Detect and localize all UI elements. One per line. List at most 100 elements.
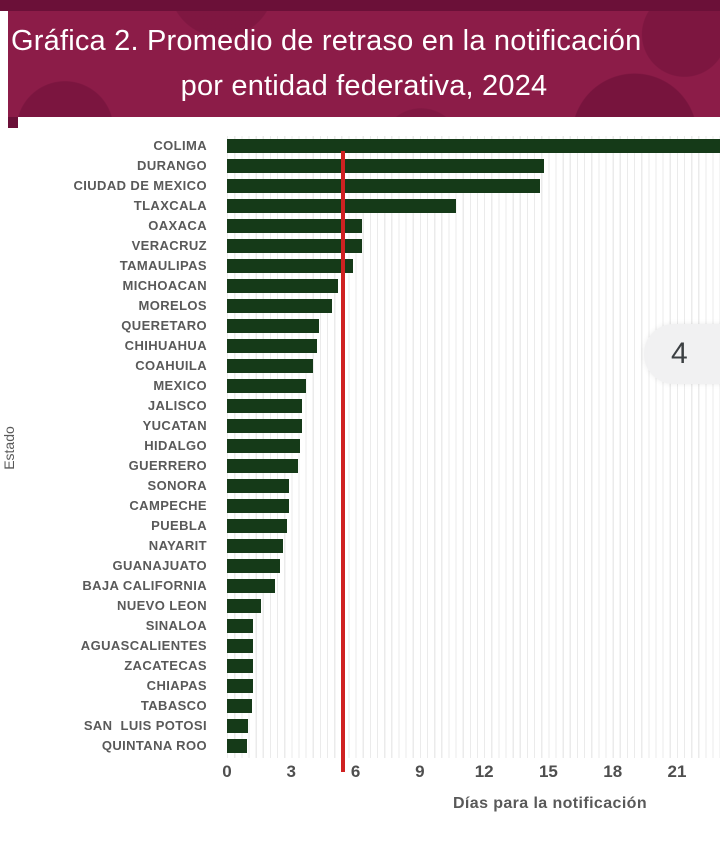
category-label: CHIHUAHUA [124,338,207,353]
bar-row [227,356,720,376]
bar-row [227,316,720,336]
bar [227,559,280,573]
category-label: NAYARIT [148,538,207,553]
bar [227,319,320,333]
x-tick-label: 3 [286,762,297,781]
chart-title-line1: Gráfica 2. Promedio de retraso en la not… [11,25,642,57]
header-top-strip [0,0,720,11]
page-number-label: 4 [671,337,688,370]
bar-row [227,236,720,256]
category-label: TLAXCALA [133,198,207,213]
bar-row [227,256,720,276]
bar [227,519,287,533]
category-label: CHIAPAS [146,678,207,693]
category-label: DURANGO [137,158,207,173]
category-label: OAXACA [148,218,207,233]
category-label: NUEVO LEON [117,598,207,613]
bar-row [227,376,720,396]
bar [227,279,339,293]
category-label: BAJA CALIFORNIA [82,578,207,593]
category-label: GUANAJUATO [112,558,207,573]
bar-row [227,456,720,476]
bar-row [227,616,720,636]
category-label: QUERETARO [121,318,207,333]
chart-title-line2: por entidad federativa, 2024 [180,70,548,102]
bar [227,479,290,493]
category-label: QUINTANA ROO [101,738,207,753]
bar [227,659,253,673]
category-label: JALISCO [147,398,207,413]
category-label: SINALOA [145,618,207,633]
category-labels: COLIMA DURANGO CIUDAD DE MEXICO TLAXCALA OAX… [0,136,207,756]
bar-row [227,396,720,416]
bar-row [227,676,720,696]
category-label: PUEBLA [151,518,207,533]
bar [227,379,307,393]
x-tick-label: 6 [350,762,361,781]
plot-area [227,136,720,758]
bar [227,339,317,353]
bar [227,139,720,153]
bar-row [227,696,720,716]
category-label: YUCATAN [142,418,207,433]
category-label: HIDALGO [144,438,207,453]
bar [227,619,253,633]
bar [227,399,302,413]
bar [227,579,276,593]
bar [227,739,248,753]
bar-row [227,736,720,756]
bar-row [227,596,720,616]
bar-row [227,536,720,556]
bar-row [227,136,720,156]
bar-row [227,176,720,196]
category-label: CIUDAD DE MEXICO [73,178,207,193]
category-label: ZACATECAS [124,658,207,673]
x-axis-ticks: 0 3 6 9 12 15 18 21 [0,762,720,782]
x-tick-label: 15 [538,762,558,781]
bar-row [227,216,720,236]
bar [227,719,249,733]
bar [227,299,332,313]
bar-row [227,436,720,456]
bar-row [227,336,720,356]
bar [227,259,354,273]
bar [227,599,262,613]
category-label: CAMPECHE [129,498,207,513]
bar-row [227,196,720,216]
category-label: COAHUILA [135,358,207,373]
bar-row [227,636,720,656]
bar [227,679,253,693]
category-label: SAN LUIS POTOSI [83,718,207,733]
category-label: SONORA [147,478,207,493]
bar [227,499,290,513]
x-tick-label: 0 [222,762,232,781]
category-label: COLIMA [153,138,207,153]
category-label: MICHOACAN [122,278,207,293]
bar-row [227,276,720,296]
title-banner: Gráfica 2. Promedio de retraso en la not… [8,11,720,117]
bar [227,219,362,233]
page-number-badge[interactable]: 4 [644,324,720,384]
bar-row [227,156,720,176]
category-label: AGUASCALIENTES [80,638,207,653]
x-tick-label: 9 [415,762,425,781]
category-label: TAMAULIPAS [119,258,207,273]
bar-row [227,576,720,596]
banner-corner-chip [8,117,18,128]
category-label: MORELOS [138,298,207,313]
x-tick-label: 12 [474,762,494,781]
x-tick-label: 18 [603,762,623,781]
bar-row [227,476,720,496]
category-label: GUERRERO [128,458,207,473]
bar [227,419,302,433]
x-axis-title: Días para la notificación [452,795,648,812]
bar [227,699,252,713]
bar-row [227,556,720,576]
reference-line [340,151,345,772]
bar-row [227,516,720,536]
bar-row [227,656,720,676]
category-label: TABASCO [140,698,207,713]
bar-row [227,716,720,736]
bar [227,459,298,473]
bar-row [227,416,720,436]
